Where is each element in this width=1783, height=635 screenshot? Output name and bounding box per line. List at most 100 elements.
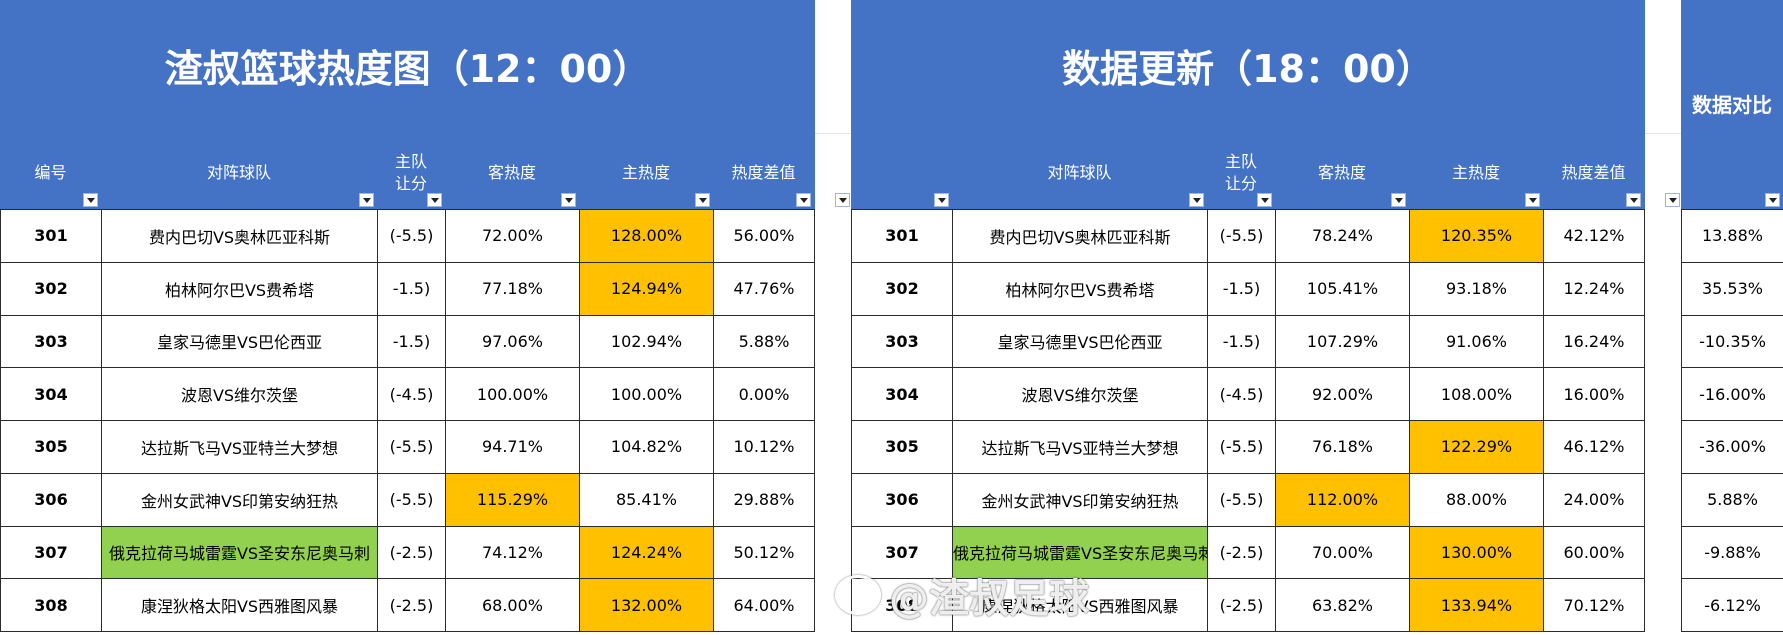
filter-dropdown-button[interactable]	[835, 193, 850, 207]
column-filter-button[interactable]	[1257, 193, 1272, 207]
column-filter-button[interactable]	[1189, 193, 1204, 207]
heat-diff-cell[interactable]: 16.00%	[1543, 367, 1645, 421]
heat-diff-cell[interactable]: 64.00%	[713, 578, 815, 632]
home-heat-cell[interactable]: 85.41%	[579, 472, 714, 527]
home-heat-cell[interactable]: 128.00%	[579, 209, 714, 263]
away-heat-cell[interactable]: 76.18%	[1275, 420, 1410, 474]
teams-cell[interactable]: 康涅狄格太阳VS西雅图风暴	[101, 578, 378, 632]
compare-value-cell[interactable]: -36.00%	[1681, 420, 1783, 474]
compare-value-cell[interactable]: -9.88%	[1681, 525, 1783, 580]
column-filter-button[interactable]	[1525, 193, 1540, 207]
handicap-cell[interactable]: (-5.5)	[1207, 472, 1276, 527]
column-filter-button[interactable]	[561, 193, 576, 207]
home-heat-cell[interactable]: 91.06%	[1409, 314, 1544, 369]
heat-diff-cell[interactable]: 0.00%	[713, 367, 815, 421]
home-heat-cell[interactable]: 124.24%	[579, 525, 714, 580]
heat-diff-cell[interactable]: 12.24%	[1543, 261, 1645, 316]
row-id-cell[interactable]: 301	[0, 209, 102, 263]
filter-dropdown-button[interactable]	[1665, 193, 1680, 207]
away-heat-cell[interactable]: 105.41%	[1275, 261, 1410, 316]
away-heat-cell[interactable]: 78.24%	[1275, 209, 1410, 263]
teams-cell[interactable]: 柏林阿尔巴VS费希塔	[101, 261, 378, 316]
home-heat-cell[interactable]: 132.00%	[579, 578, 714, 632]
away-heat-cell[interactable]: 72.00%	[445, 209, 580, 263]
away-heat-cell[interactable]: 74.12%	[445, 525, 580, 580]
handicap-cell[interactable]: -1.5)	[1207, 314, 1276, 369]
row-id-cell[interactable]: 304	[0, 367, 102, 421]
handicap-cell[interactable]: -1.5)	[1207, 261, 1276, 316]
away-heat-cell[interactable]: 97.06%	[445, 314, 580, 369]
compare-value-cell[interactable]: -6.12%	[1681, 578, 1783, 632]
heat-diff-cell[interactable]: 16.24%	[1543, 314, 1645, 369]
heat-diff-cell[interactable]: 56.00%	[713, 209, 815, 263]
column-filter-button[interactable]	[359, 193, 374, 207]
teams-cell[interactable]: 皇家马德里VS巴伦西亚	[101, 314, 378, 369]
handicap-cell[interactable]: (-2.5)	[1207, 525, 1276, 580]
away-heat-cell[interactable]: 100.00%	[445, 367, 580, 421]
heat-diff-cell[interactable]: 46.12%	[1543, 420, 1645, 474]
teams-cell[interactable]: 康涅狄格太阳VS西雅图风暴	[952, 578, 1208, 632]
teams-cell[interactable]: 波恩VS维尔茨堡	[101, 367, 378, 421]
compare-value-cell[interactable]: -16.00%	[1681, 367, 1783, 421]
handicap-cell[interactable]: (-5.5)	[1207, 209, 1276, 263]
column-filter-button[interactable]	[83, 193, 98, 207]
away-heat-cell[interactable]: 68.00%	[445, 578, 580, 632]
column-filter-button[interactable]	[427, 193, 442, 207]
home-heat-cell[interactable]: 100.00%	[579, 367, 714, 421]
heat-diff-cell[interactable]: 29.88%	[713, 472, 815, 527]
home-heat-cell[interactable]: 93.18%	[1409, 261, 1544, 316]
away-heat-cell[interactable]: 107.29%	[1275, 314, 1410, 369]
heat-diff-cell[interactable]: 50.12%	[713, 525, 815, 580]
teams-cell[interactable]: 金州女武神VS印第安纳狂热	[952, 472, 1208, 527]
row-id-cell[interactable]: 302	[851, 261, 953, 316]
row-id-cell[interactable]: 307	[851, 525, 953, 580]
handicap-cell[interactable]: -1.5)	[377, 261, 446, 316]
heat-diff-cell[interactable]: 24.00%	[1543, 472, 1645, 527]
teams-cell[interactable]: 达拉斯飞马VS亚特兰大梦想	[101, 420, 378, 474]
teams-cell[interactable]: 柏林阿尔巴VS费希塔	[952, 261, 1208, 316]
teams-cell[interactable]: 费内巴切VS奥林匹亚科斯	[101, 209, 378, 263]
heat-diff-cell[interactable]: 47.76%	[713, 261, 815, 316]
teams-cell[interactable]: 俄克拉荷马城雷霆VS圣安东尼奥马刺	[952, 525, 1208, 580]
away-heat-cell[interactable]: 115.29%	[445, 472, 580, 527]
column-filter-button[interactable]	[1391, 193, 1406, 207]
home-heat-cell[interactable]: 88.00%	[1409, 472, 1544, 527]
handicap-cell[interactable]: (-2.5)	[377, 525, 446, 580]
handicap-cell[interactable]: (-2.5)	[377, 578, 446, 632]
home-heat-cell[interactable]: 104.82%	[579, 420, 714, 474]
home-heat-cell[interactable]: 120.35%	[1409, 209, 1544, 263]
heat-diff-cell[interactable]: 70.12%	[1543, 578, 1645, 632]
away-heat-cell[interactable]: 92.00%	[1275, 367, 1410, 421]
handicap-cell[interactable]: -1.5)	[377, 314, 446, 369]
home-heat-cell[interactable]: 130.00%	[1409, 525, 1544, 580]
row-id-cell[interactable]: 307	[0, 525, 102, 580]
handicap-cell[interactable]: (-4.5)	[377, 367, 446, 421]
compare-value-cell[interactable]: 13.88%	[1681, 209, 1783, 263]
home-heat-cell[interactable]: 108.00%	[1409, 367, 1544, 421]
heat-diff-cell[interactable]: 10.12%	[713, 420, 815, 474]
home-heat-cell[interactable]: 124.94%	[579, 261, 714, 316]
teams-cell[interactable]: 费内巴切VS奥林匹亚科斯	[952, 209, 1208, 263]
compare-value-cell[interactable]: -10.35%	[1681, 314, 1783, 369]
away-heat-cell[interactable]: 77.18%	[445, 261, 580, 316]
row-id-cell[interactable]: 308	[0, 578, 102, 632]
teams-cell[interactable]: 俄克拉荷马城雷霆VS圣安东尼奥马刺	[101, 525, 378, 580]
heat-diff-cell[interactable]: 5.88%	[713, 314, 815, 369]
handicap-cell[interactable]: (-5.5)	[377, 420, 446, 474]
row-id-cell[interactable]: 306	[0, 472, 102, 527]
compare-value-cell[interactable]: 35.53%	[1681, 261, 1783, 316]
column-filter-button[interactable]	[796, 193, 811, 207]
row-id-cell[interactable]: 305	[851, 420, 953, 474]
column-filter-button[interactable]	[1626, 193, 1641, 207]
handicap-cell[interactable]: (-2.5)	[1207, 578, 1276, 632]
away-heat-cell[interactable]: 63.82%	[1275, 578, 1410, 632]
home-heat-cell[interactable]: 122.29%	[1409, 420, 1544, 474]
away-heat-cell[interactable]: 94.71%	[445, 420, 580, 474]
teams-cell[interactable]: 皇家马德里VS巴伦西亚	[952, 314, 1208, 369]
handicap-cell[interactable]: (-4.5)	[1207, 367, 1276, 421]
handicap-cell[interactable]: (-5.5)	[377, 209, 446, 263]
handicap-cell[interactable]: (-5.5)	[1207, 420, 1276, 474]
filter-dropdown-button[interactable]	[1765, 193, 1780, 207]
heat-diff-cell[interactable]: 42.12%	[1543, 209, 1645, 263]
row-id-cell[interactable]: 301	[851, 209, 953, 263]
